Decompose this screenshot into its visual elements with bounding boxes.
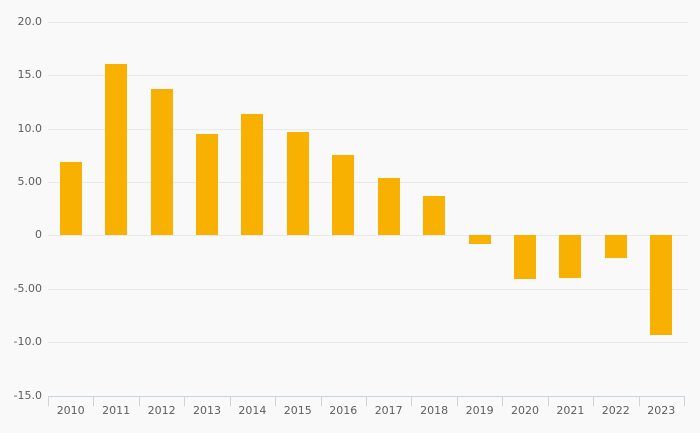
y-axis-tick-label: -5.00 — [13, 281, 42, 295]
bar-2010[interactable] — [59, 161, 82, 236]
x-axis-tick-label: 2020 — [510, 404, 539, 417]
y-axis-tick-label: 10.0 — [17, 121, 43, 135]
x-axis-tick-label: 2017 — [374, 404, 403, 417]
x-axis-tick-label: 2010 — [56, 404, 85, 417]
bar-2019[interactable] — [468, 235, 491, 244]
x-axis-tick — [138, 395, 140, 406]
y-axis-tick-label: -10.0 — [13, 335, 42, 349]
bar-2017[interactable] — [377, 177, 400, 236]
bar-2022[interactable] — [604, 235, 627, 258]
y-axis-tick-label: 0 — [35, 228, 42, 242]
x-axis-tick — [93, 395, 95, 406]
x-axis-tick-label: 2014 — [238, 404, 267, 417]
x-axis-tick — [229, 395, 231, 406]
x-axis-tick — [502, 395, 504, 406]
x-axis-tick — [366, 395, 367, 406]
bar-2013[interactable] — [196, 134, 218, 236]
x-axis-tick — [456, 395, 458, 406]
bar-2015[interactable] — [286, 131, 309, 236]
x-axis-tick-label: 2021 — [556, 404, 585, 417]
gridline — [48, 75, 688, 77]
gridline — [48, 182, 688, 184]
bar-2018[interactable] — [423, 195, 446, 236]
bar-2016[interactable] — [332, 155, 355, 236]
gridline — [48, 342, 688, 344]
x-axis-tick — [411, 395, 413, 406]
bar-2011[interactable] — [105, 63, 128, 236]
x-axis-tick — [593, 395, 595, 406]
x-axis-tick-label: 2011 — [102, 404, 131, 417]
bar-2021[interactable] — [559, 235, 582, 279]
y-axis-tick-label: -15.0 — [13, 388, 42, 402]
x-axis-tick-label: 2015 — [283, 404, 312, 417]
x-axis-tick — [184, 395, 186, 406]
gridline — [48, 22, 688, 23]
gridline — [48, 288, 688, 290]
y-axis-tick-label: 5.00 — [17, 175, 43, 189]
gridline — [48, 235, 688, 237]
x-axis-tick-label: 2019 — [465, 404, 494, 417]
y-axis-tick-label: 20.0 — [17, 15, 43, 28]
bar-2023[interactable] — [650, 235, 673, 335]
x-axis-tick — [547, 395, 549, 406]
x-axis-tick-label: 2018 — [420, 404, 449, 417]
bar-2020[interactable] — [514, 235, 536, 280]
x-axis-tick-label: 2012 — [147, 404, 176, 417]
bar-2014[interactable] — [241, 113, 264, 236]
x-axis-tick-label: 2023 — [647, 404, 676, 417]
bar-2012[interactable] — [150, 89, 173, 236]
x-axis-tick-label: 2016 — [329, 404, 358, 417]
gridline — [48, 128, 688, 130]
x-axis-tick-label: 2022 — [601, 404, 630, 417]
x-axis-tick-label: 2013 — [192, 404, 221, 417]
x-axis-tick — [638, 395, 640, 406]
x-axis-tick — [275, 395, 277, 406]
x-axis-tick — [48, 395, 49, 406]
y-axis-tick-label: 15.0 — [17, 68, 43, 82]
x-axis-tick — [320, 395, 322, 406]
x-axis-tick — [684, 395, 685, 406]
